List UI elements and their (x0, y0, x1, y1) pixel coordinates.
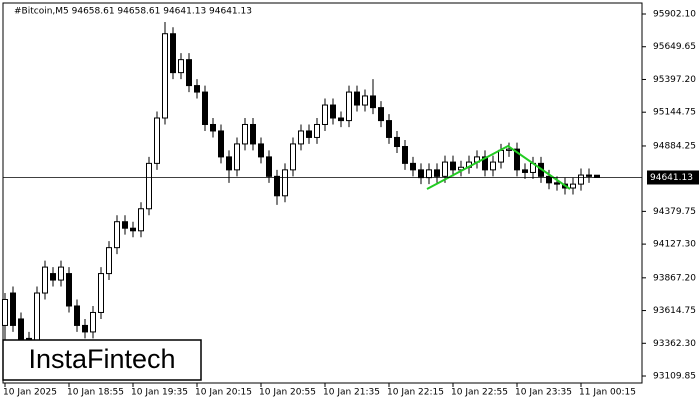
current-price-label: 94641.13 (650, 173, 693, 183)
candle-body (146, 162, 152, 210)
candle-body (130, 227, 136, 232)
candle-body (570, 183, 576, 189)
current-price-box (647, 170, 699, 185)
candle-body (394, 136, 400, 148)
x-tick-label: 11 Jan 00:15 (579, 388, 636, 398)
candle-body (378, 107, 384, 122)
watermark-box (2, 339, 202, 381)
candle-body (250, 123, 256, 145)
candle-body (490, 161, 496, 171)
candle-body (178, 59, 184, 74)
candle-body (42, 266, 48, 294)
candle-body (554, 182, 560, 185)
candle-body (114, 221, 120, 249)
candle-body (362, 95, 368, 106)
candle-body (122, 221, 128, 229)
candle-body (578, 174, 584, 185)
x-tick-label: 10 Jan 21:35 (323, 388, 380, 398)
x-tick-label: 10 Jan 19:35 (131, 388, 188, 398)
candle-body (282, 169, 288, 197)
candle-body (98, 273, 104, 313)
x-tick-label: 10 Jan 22:55 (451, 388, 508, 398)
candle-body (66, 273, 72, 307)
candle-body (210, 123, 216, 132)
x-tick-label: 10 Jan 22:15 (387, 388, 444, 398)
candle-body (402, 146, 408, 164)
x-tick-label: 10 Jan 2025 (3, 388, 57, 398)
candle-body (506, 148, 512, 151)
candle-body (434, 169, 440, 177)
candle-body (370, 95, 376, 109)
candle-body (50, 273, 56, 281)
watermark: InstaFintech (28, 344, 175, 374)
candles (2, 22, 600, 365)
x-tick-label: 10 Jan 23:35 (515, 388, 572, 398)
candle-body (482, 156, 488, 171)
candle-body (218, 130, 224, 158)
y-tick-label: 93109.85 (653, 372, 696, 382)
candle-body (418, 169, 424, 179)
y-tick-label: 95649.65 (653, 42, 696, 52)
candle-body (242, 123, 248, 145)
candle-body (498, 149, 504, 163)
y-tick-label: 94884.25 (653, 141, 696, 151)
chart-title: #Bitcoin,M5 94658.61 94658.61 94641.13 9… (14, 7, 252, 17)
candle-body (314, 123, 320, 138)
candle-body (346, 91, 352, 122)
candle-body (10, 292, 16, 326)
candle-body (274, 175, 280, 197)
y-tick-label: 94379.75 (653, 207, 696, 217)
candle-body (106, 247, 112, 275)
candle-body (298, 130, 304, 145)
candle-body (426, 169, 432, 179)
candle-body (410, 162, 416, 171)
y-tick-label: 95144.75 (653, 108, 696, 118)
candle-body (154, 117, 160, 164)
candle-body (74, 305, 80, 326)
candle-body (234, 143, 240, 171)
candle-body (306, 130, 312, 138)
x-tick-label: 10 Jan 18:55 (67, 388, 124, 398)
candle-body (58, 266, 64, 281)
y-tick-label: 93614.75 (653, 306, 696, 316)
pattern-line (426, 144, 571, 190)
candle-body (82, 324, 88, 333)
candle-body (354, 91, 360, 106)
candle-body (186, 59, 192, 87)
candle-body (90, 311, 96, 333)
candle-body (34, 292, 40, 346)
candle-body (522, 169, 528, 173)
candle-body (162, 33, 168, 119)
candle-body (586, 174, 592, 177)
candle-body (442, 161, 448, 177)
candle-body (386, 120, 392, 138)
candle-body (338, 117, 344, 122)
plot-frame (2, 2, 643, 384)
y-tick-label: 95397.20 (653, 75, 696, 85)
y-tick-label: 93362.30 (653, 339, 696, 349)
y-tick-label: 93867.20 (653, 273, 696, 283)
candle-body (194, 85, 200, 93)
candle-body (170, 33, 176, 74)
candle-body (514, 148, 520, 171)
candle-body (546, 175, 552, 184)
x-tick-label: 10 Jan 20:55 (259, 388, 316, 398)
overlay: 94641.13 InstaFintech (2, 170, 699, 381)
x-tick-label: 10 Jan 20:15 (195, 388, 252, 398)
candle-body (226, 156, 232, 171)
candle-body (266, 156, 272, 177)
candle-body (330, 104, 336, 119)
candle-body (450, 161, 456, 171)
candle-body (138, 208, 144, 232)
candle-body (322, 104, 328, 125)
y-tick-label: 94127.30 (653, 240, 696, 250)
candle-body (2, 299, 8, 326)
y-tick-label: 95902.10 (653, 10, 696, 20)
candle-body (258, 143, 264, 158)
candle-body (290, 143, 296, 171)
candle-body (202, 91, 208, 125)
